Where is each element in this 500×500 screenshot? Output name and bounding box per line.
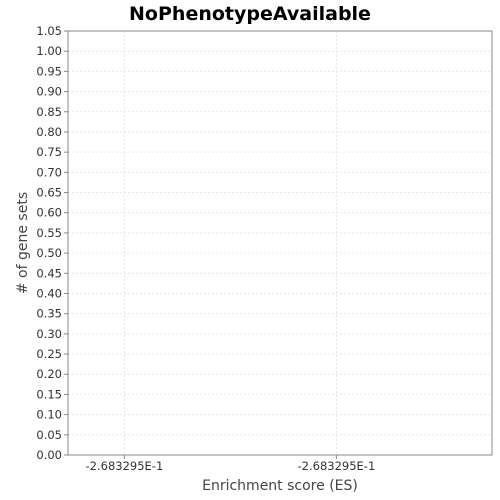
y-tick-label: 0.85	[36, 105, 62, 119]
x-axis-label: Enrichment score (ES)	[202, 478, 358, 494]
y-tick-label: 0.10	[36, 408, 62, 422]
chart-title: NoPhenotypeAvailable	[129, 3, 371, 25]
y-tick-label: 0.25	[36, 347, 62, 361]
y-tick-label: 0.40	[36, 286, 62, 300]
y-tick-label: 0.15	[36, 387, 62, 401]
y-tick-label: 0.20	[36, 367, 62, 381]
y-tick-label: 0.95	[36, 64, 62, 78]
y-tick-label: 0.45	[36, 266, 62, 280]
y-axis-label: # of gene sets	[15, 192, 31, 294]
y-tick-label: 0.55	[36, 226, 62, 240]
y-tick-label: 0.75	[36, 145, 62, 159]
y-tick-label: 1.05	[36, 24, 62, 38]
y-tick-label: 0.50	[36, 246, 62, 260]
y-tick-label: 1.00	[36, 44, 62, 58]
y-tick-label: 0.35	[36, 307, 62, 321]
y-tick-label: 0.30	[36, 327, 62, 341]
x-tick-label: -2.683295E-1	[298, 459, 376, 473]
x-tick-label: -2.683295E-1	[86, 459, 164, 473]
y-tick-label: 0.60	[36, 206, 62, 220]
y-tick-label: 0.80	[36, 125, 62, 139]
plot-background	[68, 31, 492, 455]
y-tick-label: 0.70	[36, 165, 62, 179]
y-tick-label: 0.65	[36, 186, 62, 200]
plot-area: 0.00 0.05 0.10 0.15 0.20 0.25 0.30 0.35 0.40 0.45…	[36, 24, 493, 473]
y-tick-label: 0.05	[36, 428, 62, 442]
plot-frame	[67, 30, 493, 456]
y-tick-label: 0.00	[36, 448, 62, 462]
y-tick-label: 0.90	[36, 85, 62, 99]
